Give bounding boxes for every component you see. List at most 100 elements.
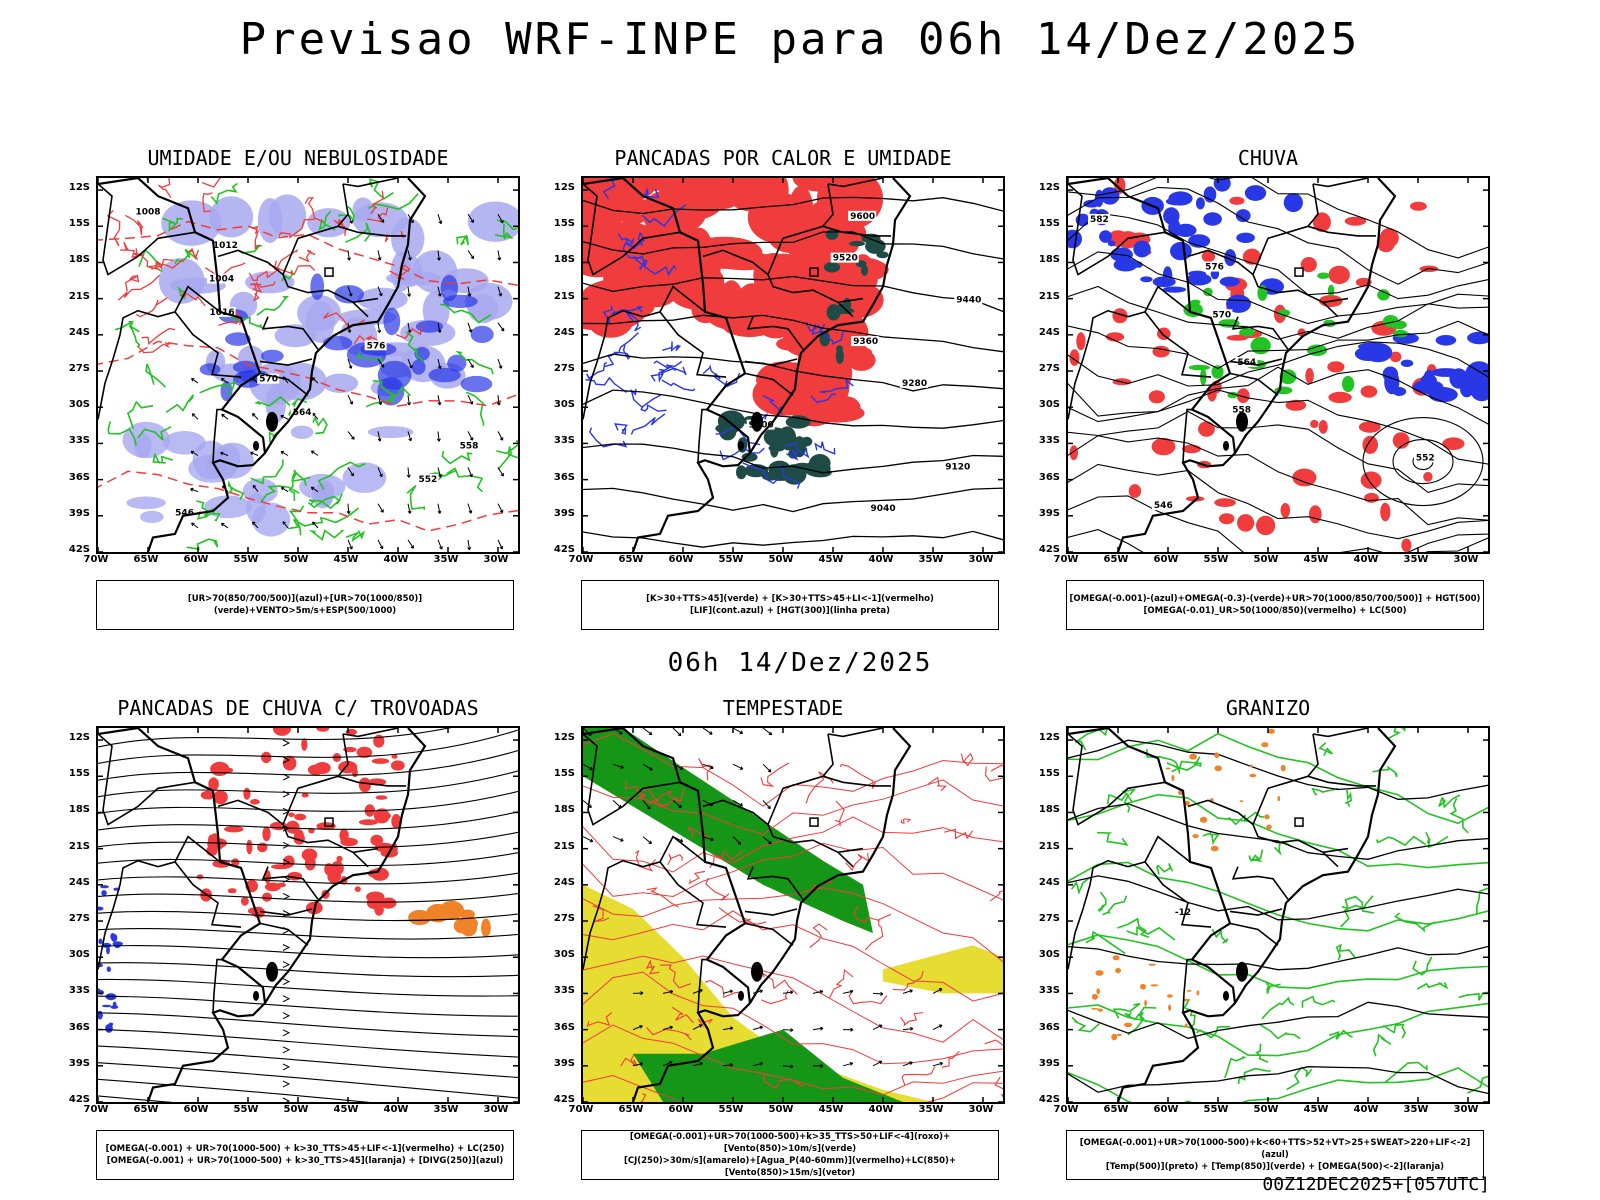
- jet-area: [583, 884, 933, 1102]
- contour-line: [1311, 787, 1339, 796]
- wind-vector: [497, 250, 501, 261]
- wind-vector: [467, 358, 474, 368]
- streamline: [98, 978, 518, 997]
- wind-vector: [672, 800, 682, 808]
- precip-blob: [1279, 369, 1297, 385]
- contour-line: [1068, 435, 1488, 526]
- contour-line: [280, 269, 294, 282]
- label-bg: [851, 336, 880, 347]
- precip-blob: [262, 826, 271, 842]
- contour-line: [345, 222, 371, 243]
- wind-vector: [692, 1062, 703, 1067]
- wind-vector: [467, 431, 474, 441]
- precip-blob: [224, 826, 244, 833]
- contour-label: 558: [460, 442, 479, 452]
- wind-vector-head: [347, 329, 352, 333]
- contour-line: [128, 322, 141, 348]
- lon-tick-label: 65W: [1103, 554, 1129, 565]
- wind-vector: [407, 286, 410, 297]
- lon-tick-label: 30W: [483, 1104, 509, 1115]
- precip-blob: [98, 906, 104, 911]
- contour-line: [1202, 831, 1220, 846]
- precip-blob: [1192, 834, 1199, 839]
- wind-vector: [311, 486, 319, 493]
- contour-label: 576: [367, 341, 386, 351]
- wind-vector: [497, 322, 505, 332]
- precip-blob: [1128, 484, 1142, 498]
- wind-vector-head: [378, 401, 383, 406]
- precip-blob: [227, 888, 237, 894]
- contour-line: [226, 480, 245, 500]
- precip-blob: [1390, 320, 1407, 330]
- wind-vector-head: [410, 545, 414, 549]
- contour-line: [98, 340, 518, 407]
- legend-line: [OMEGA(-0.001) + UR>70(1000-500) + k>30_…: [106, 1156, 504, 1166]
- map-umidade: 1008 1012 1004 1016 576 570 564 558 552 546: [96, 176, 520, 554]
- contour-label: 9440: [956, 295, 981, 305]
- precip-blob: [112, 941, 123, 947]
- precip-blob: [826, 304, 841, 321]
- precip-blob: [1099, 230, 1112, 243]
- wind-vector-head: [191, 413, 196, 417]
- precip-blob: [1292, 468, 1317, 487]
- precip-blob: [391, 814, 402, 829]
- precip-blob: [101, 942, 112, 948]
- wind-vector: [702, 836, 714, 841]
- lat-tick-label: 15S: [68, 218, 90, 230]
- wind-vector: [497, 395, 500, 406]
- contour-line: [585, 376, 628, 393]
- wind-vector-head: [710, 837, 714, 842]
- precip-blob: [322, 373, 359, 393]
- precip-blob: [288, 812, 295, 818]
- lon-tick-label: 65W: [1103, 1104, 1129, 1115]
- precip-blob: [1250, 336, 1271, 355]
- wind-vector-head: [437, 402, 442, 406]
- map-base: [98, 178, 427, 552]
- precip-blob: [1360, 385, 1378, 398]
- wind-vector: [583, 800, 592, 808]
- lat-tick-label: 33S: [1038, 985, 1060, 997]
- wind-vector-head: [880, 991, 884, 996]
- wind-vector: [407, 539, 414, 549]
- contour-line: [892, 970, 924, 991]
- wind-vector-head: [649, 766, 653, 771]
- lat-tick-label: 18S: [68, 804, 90, 816]
- wind-vector: [497, 286, 502, 297]
- contour-line: [1344, 789, 1353, 807]
- precip-blob: [603, 247, 630, 303]
- precip-blob: [1310, 419, 1319, 429]
- precip-blob: [1203, 186, 1217, 203]
- contour-line: [705, 877, 730, 902]
- contour-line: [308, 529, 345, 541]
- contour-line: [187, 248, 200, 260]
- precip-blob: [1115, 967, 1122, 974]
- precip-blob: [100, 885, 109, 889]
- wind-vector: [377, 213, 385, 223]
- precip-blob: [1309, 505, 1322, 524]
- wind-vector-head: [709, 731, 713, 735]
- wind-vector-head: [250, 451, 254, 456]
- contour-label: 576: [1205, 263, 1224, 273]
- precip-blob: [1362, 435, 1378, 454]
- label-bg: [943, 461, 972, 472]
- contour-line: [210, 182, 238, 205]
- legend-granizo: [OMEGA(-0.001)+UR>70(1000-500)+k<60+TTS>…: [1066, 1130, 1484, 1180]
- precip-blob: [1467, 331, 1488, 345]
- contour-line: [145, 363, 167, 388]
- contour-line: [702, 363, 721, 380]
- contour-line: [816, 324, 844, 345]
- streamline: [98, 831, 518, 848]
- wind-vector: [752, 1062, 763, 1067]
- contour-line: [1070, 876, 1091, 895]
- lon-tick-label: 60W: [183, 554, 209, 565]
- contour-line: [672, 1006, 694, 1024]
- lon-tick-label: 40W: [383, 554, 409, 565]
- lat-tick-label: 18S: [553, 254, 575, 266]
- label-bg: [848, 210, 877, 221]
- wind-vector: [672, 728, 682, 737]
- wind-vector-head: [221, 413, 225, 418]
- contour-line: [1255, 1043, 1269, 1063]
- wind-vector: [732, 728, 743, 734]
- lat-tick-label: 27S: [68, 363, 90, 375]
